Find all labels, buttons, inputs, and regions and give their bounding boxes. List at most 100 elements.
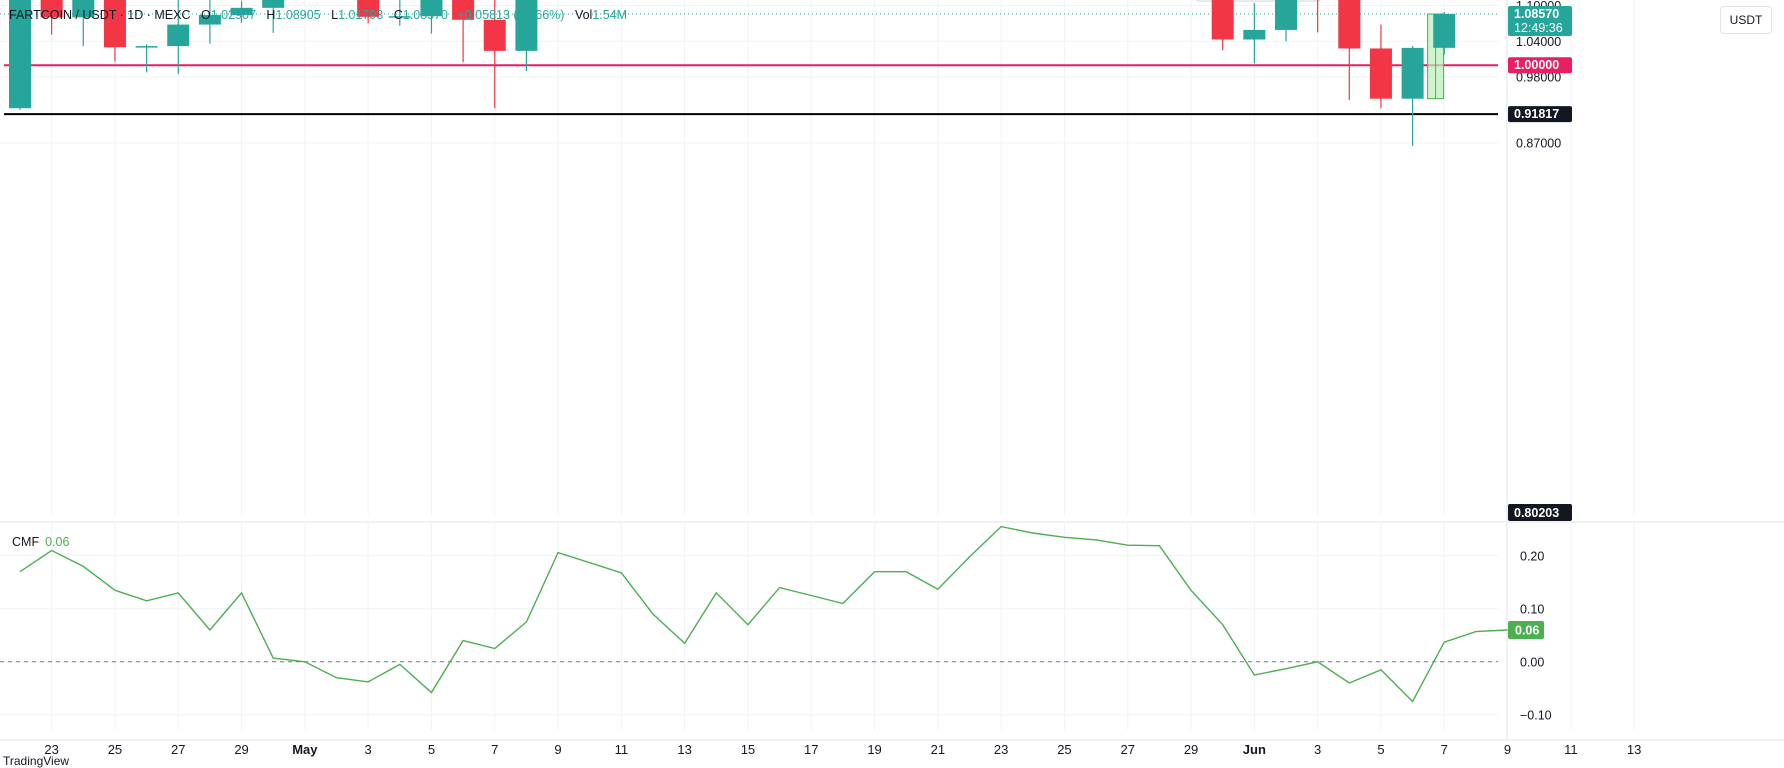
last-price-badge-countdown: 12:49:36 bbox=[1514, 21, 1563, 35]
open-value: 1.02907 bbox=[210, 8, 256, 22]
x-tick-label: 3 bbox=[365, 742, 372, 757]
candle bbox=[515, 0, 538, 72]
candle-body bbox=[198, 15, 221, 25]
candle bbox=[1317, 0, 1319, 33]
candle-body bbox=[1275, 0, 1297, 30]
symbol-legend[interactable]: FARTCOIN / USDT · 1D · MEXC O1.02907 H 1.… bbox=[9, 8, 627, 22]
cmf-pane bbox=[0, 525, 1508, 703]
price-badges: 1.549751.200001.000000.918171.0857012:49… bbox=[1508, 5, 1572, 639]
candle bbox=[388, 0, 411, 26]
x-tick-label: 21 bbox=[931, 742, 945, 757]
candle bbox=[357, 0, 380, 24]
level-badge-text: 1.00000 bbox=[1514, 58, 1559, 72]
cmf-badge bbox=[1508, 621, 1544, 639]
volume-value: 1.54M bbox=[592, 8, 628, 22]
close-value: 1.08570 bbox=[402, 8, 448, 22]
candle-body bbox=[1211, 0, 1234, 40]
x-tick-label: 29 bbox=[1184, 742, 1198, 757]
x-tick-label: 7 bbox=[1441, 742, 1448, 757]
cmf-y-tick-label: 0.10 bbox=[1520, 602, 1544, 616]
y-tick-label: 1.04000 bbox=[1516, 35, 1561, 49]
candle-body bbox=[1243, 29, 1266, 40]
candle bbox=[135, 44, 158, 73]
x-tick-label: 29 bbox=[234, 742, 248, 757]
x-tick-label: 5 bbox=[1377, 742, 1384, 757]
x-tick-label: 13 bbox=[677, 742, 691, 757]
x-tick-label: 23 bbox=[994, 742, 1008, 757]
candle-body bbox=[357, 0, 380, 17]
x-tick-label: 23 bbox=[44, 742, 58, 757]
candle-body bbox=[230, 7, 253, 16]
candle bbox=[1369, 24, 1392, 109]
x-tick-label: 19 bbox=[867, 742, 881, 757]
close-label: C bbox=[393, 8, 403, 22]
candle-body bbox=[1401, 47, 1424, 99]
candle bbox=[420, 0, 443, 34]
y-tick-label: 0.87000 bbox=[1516, 136, 1561, 150]
x-tick-label: 3 bbox=[1314, 742, 1321, 757]
level-badge bbox=[1508, 57, 1572, 74]
candle bbox=[198, 0, 221, 44]
candle-body bbox=[40, 0, 63, 18]
candle-body bbox=[420, 0, 443, 17]
x-tick-label: 9 bbox=[554, 742, 561, 757]
y-tick-label: 0.98000 bbox=[1516, 71, 1561, 85]
cmf-y-tick-label: 0.20 bbox=[1520, 549, 1544, 563]
candle bbox=[167, 0, 190, 75]
x-tick-label: 13 bbox=[1627, 742, 1641, 757]
cmf-legend[interactable]: CMF 0.06 bbox=[12, 535, 69, 549]
x-tick-label: 27 bbox=[171, 742, 185, 757]
candle bbox=[230, 0, 253, 23]
candle-body bbox=[1338, 0, 1361, 49]
bottom-badge bbox=[1508, 504, 1572, 521]
candle-body bbox=[388, 16, 411, 18]
low-value: 1.01793 bbox=[338, 8, 384, 22]
x-tick-label: 7 bbox=[491, 742, 498, 757]
cmf-y-tick-label: 0.00 bbox=[1520, 655, 1544, 669]
candle bbox=[1275, 0, 1297, 42]
bottom-badge-text: 0.80203 bbox=[1514, 506, 1559, 520]
volume-label: Vol bbox=[574, 8, 593, 22]
candle-body bbox=[515, 0, 538, 51]
tradingview-brand: TradingView bbox=[3, 754, 70, 768]
candles bbox=[9, 0, 1456, 146]
x-tick-label: 11 bbox=[1564, 742, 1578, 757]
candle bbox=[1401, 46, 1424, 146]
cmf-name: CMF bbox=[12, 535, 40, 549]
level-badge-text: 0.91817 bbox=[1514, 107, 1559, 121]
low-label: L bbox=[331, 8, 339, 22]
time-axis[interactable]: 23 25 27 29 May 3 5 7 9 11 13 15 17 19 21 23 25 27 29 Jun 3 5… bbox=[44, 742, 1641, 757]
candle-body bbox=[262, 0, 285, 8]
candle-body bbox=[483, 19, 506, 51]
candle-body bbox=[452, 0, 475, 20]
candle bbox=[1243, 3, 1266, 64]
candle bbox=[40, 0, 63, 35]
candle-body bbox=[135, 46, 158, 48]
cmf-value: 0.06 bbox=[45, 535, 70, 549]
x-tick-label: Jun bbox=[1243, 742, 1266, 757]
last-price-badge-text: 1.08570 bbox=[1514, 7, 1559, 21]
candle-body bbox=[1433, 13, 1456, 48]
candle bbox=[262, 0, 285, 33]
cmf-badge-text: 0.06 bbox=[1515, 624, 1539, 638]
open-label: O bbox=[201, 8, 211, 22]
change-value: +0.05813 (+5.66%) bbox=[457, 8, 565, 22]
x-tick-label: 9 bbox=[1504, 742, 1511, 757]
cmf-line bbox=[19, 525, 1508, 703]
candle bbox=[9, 0, 31, 111]
candle bbox=[1338, 0, 1361, 100]
x-tick-label: 15 bbox=[741, 742, 755, 757]
candle-body bbox=[9, 0, 31, 109]
x-tick-label: May bbox=[292, 742, 318, 757]
last-price-badge bbox=[1508, 5, 1572, 36]
x-tick-label: 25 bbox=[108, 742, 122, 757]
candle bbox=[452, 0, 475, 63]
symbol-title[interactable]: FARTCOIN / USDT · 1D · MEXC bbox=[9, 8, 191, 22]
x-tick-label: 5 bbox=[428, 742, 435, 757]
currency-button[interactable]: USDT bbox=[1720, 6, 1772, 34]
high-label: H bbox=[266, 8, 276, 22]
candle bbox=[103, 0, 126, 62]
x-tick-label: 25 bbox=[1057, 742, 1071, 757]
level-badge bbox=[1508, 106, 1572, 123]
